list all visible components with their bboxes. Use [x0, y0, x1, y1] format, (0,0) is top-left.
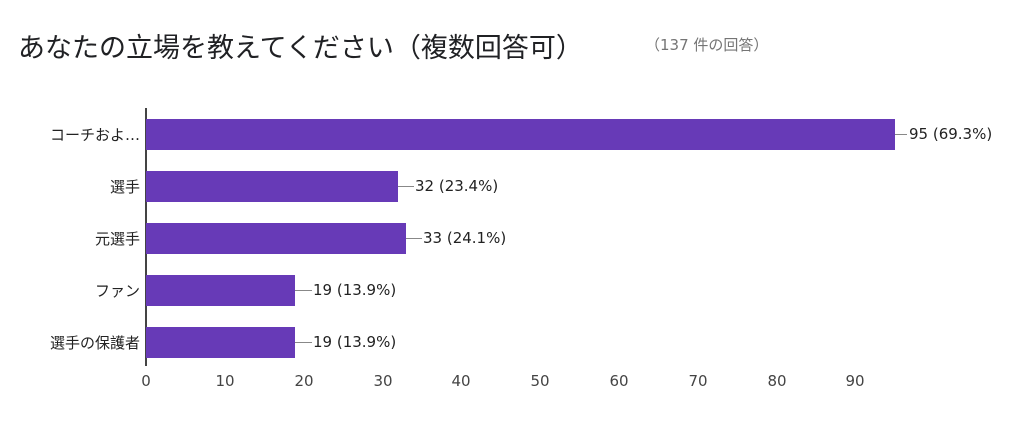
label-leader — [295, 342, 312, 343]
label-leader — [295, 290, 312, 291]
x-tick: 50 — [530, 372, 550, 390]
label-leader — [406, 238, 422, 239]
category-label: 選手の保護者 — [49, 334, 140, 352]
x-tick: 80 — [767, 372, 787, 390]
data-label: 19 (13.9%) — [313, 333, 397, 351]
bar[interactable] — [146, 119, 895, 150]
data-label: 19 (13.9%) — [313, 281, 397, 299]
chart-title: あなたの立場を教えてください（複数回答可） — [18, 33, 583, 64]
response-count: （137 件の回答） — [645, 36, 769, 54]
label-leader — [895, 134, 907, 135]
x-tick: 0 — [141, 372, 151, 390]
x-tick: 20 — [294, 372, 314, 390]
data-label: 32 (23.4%) — [415, 177, 499, 195]
category-label: 元選手 — [94, 230, 140, 248]
category-label: コーチおよ… — [49, 126, 140, 144]
x-tick: 30 — [373, 372, 393, 390]
data-label: 95 (69.3%) — [909, 125, 993, 143]
data-label: 33 (24.1%) — [423, 229, 507, 247]
x-tick: 70 — [688, 372, 708, 390]
bar[interactable] — [146, 275, 295, 306]
category-label: ファン — [94, 282, 140, 300]
x-tick: 40 — [451, 372, 471, 390]
category-label: 選手 — [109, 178, 140, 196]
bar[interactable] — [146, 327, 295, 358]
bar[interactable] — [146, 171, 398, 202]
x-tick: 60 — [609, 372, 629, 390]
bar[interactable] — [146, 223, 406, 254]
x-tick: 90 — [845, 372, 865, 390]
x-tick: 10 — [215, 372, 235, 390]
label-leader — [398, 186, 414, 187]
y-axis-line — [145, 108, 147, 366]
